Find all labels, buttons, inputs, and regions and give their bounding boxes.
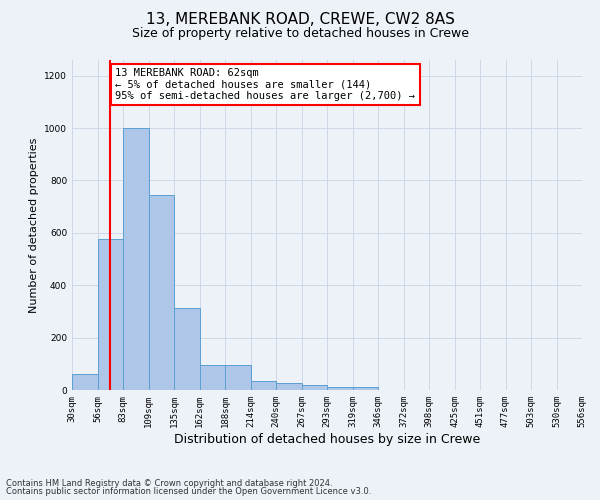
Bar — [353, 388, 378, 390]
X-axis label: Distribution of detached houses by size in Crewe: Distribution of detached houses by size … — [174, 432, 480, 446]
Bar — [276, 384, 302, 390]
Bar — [174, 308, 199, 390]
Text: 13 MEREBANK ROAD: 62sqm
← 5% of detached houses are smaller (144)
95% of semi-de: 13 MEREBANK ROAD: 62sqm ← 5% of detached… — [115, 68, 415, 101]
Bar — [123, 128, 149, 390]
Bar — [225, 365, 251, 390]
Bar — [97, 240, 123, 390]
Y-axis label: Number of detached properties: Number of detached properties — [29, 138, 38, 312]
Text: Size of property relative to detached houses in Crewe: Size of property relative to detached ho… — [131, 28, 469, 40]
Bar — [199, 365, 225, 390]
Bar — [251, 381, 276, 390]
Text: 13, MEREBANK ROAD, CREWE, CW2 8AS: 13, MEREBANK ROAD, CREWE, CW2 8AS — [146, 12, 454, 28]
Bar — [302, 386, 327, 390]
Text: Contains public sector information licensed under the Open Government Licence v3: Contains public sector information licen… — [6, 487, 371, 496]
Bar — [72, 374, 97, 390]
Bar — [327, 388, 353, 390]
Bar — [149, 195, 174, 390]
Text: Contains HM Land Registry data © Crown copyright and database right 2024.: Contains HM Land Registry data © Crown c… — [6, 478, 332, 488]
